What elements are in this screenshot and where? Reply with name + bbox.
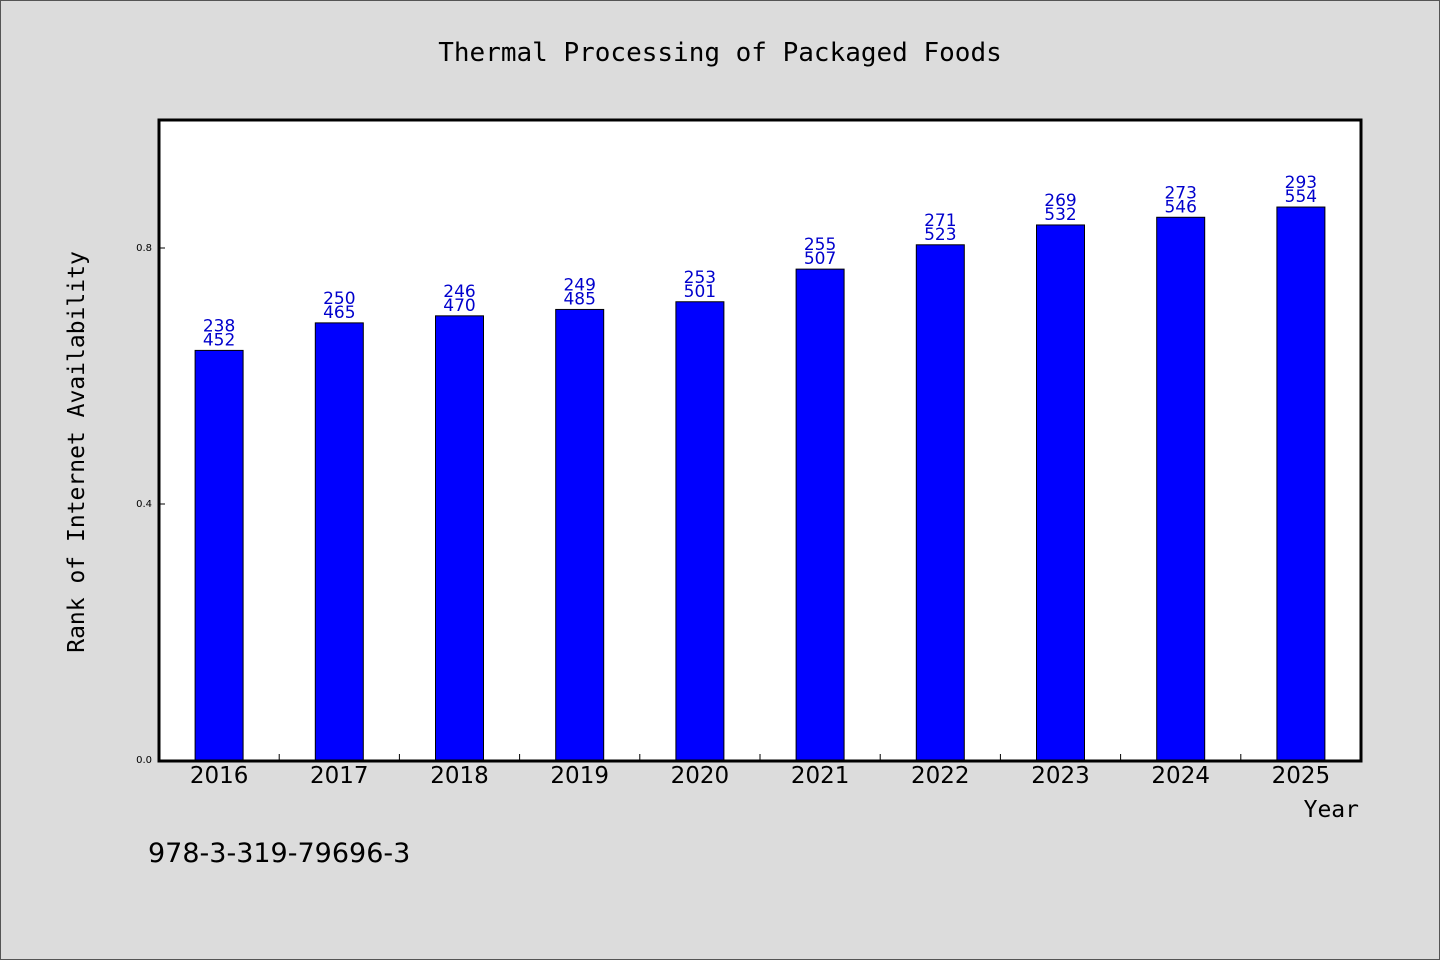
bar — [795, 268, 845, 761]
bar-label-bottom: 523 — [924, 225, 956, 245]
bar — [555, 308, 605, 761]
bar-label-top: 271 — [924, 211, 956, 231]
footer-code: 978-3-319-79696-3 — [148, 838, 410, 869]
x-axis-label: Year — [1304, 797, 1359, 823]
bar-label-bottom: 452 — [203, 330, 235, 350]
bar-label-top: 255 — [804, 235, 836, 255]
bar — [194, 349, 244, 761]
x-tick-label: 2023 — [1031, 763, 1090, 789]
bar-label-bottom: 465 — [323, 303, 355, 323]
x-tick-label: 2017 — [310, 763, 369, 789]
bar-label-top: 238 — [203, 316, 235, 336]
x-tick-label: 2025 — [1272, 763, 1331, 789]
bar — [1276, 206, 1326, 761]
bar-label-top: 293 — [1285, 173, 1317, 193]
bar-label-top: 246 — [443, 282, 475, 302]
bar — [675, 301, 725, 761]
bar-label-bottom: 546 — [1164, 197, 1196, 217]
bar — [915, 244, 965, 761]
bar-label-top: 269 — [1044, 191, 1076, 211]
x-tick-label: 2020 — [671, 763, 730, 789]
bar-label-top: 253 — [684, 268, 716, 288]
bar-label-bottom: 532 — [1044, 205, 1076, 225]
y-tick-label: 0.0 — [136, 755, 152, 766]
x-tick-label: 2022 — [911, 763, 970, 789]
bar — [1036, 224, 1085, 761]
bar-label-bottom: 554 — [1285, 187, 1317, 207]
chart-title: Thermal Processing of Packaged Foods — [438, 38, 1002, 68]
bar — [1156, 216, 1206, 761]
x-tick-label: 2016 — [190, 763, 249, 789]
bar-label-top: 249 — [563, 275, 595, 295]
bar-label-top: 273 — [1164, 183, 1196, 203]
bars-group: 2384522504652464702494852535012555072715… — [194, 173, 1326, 761]
x-ticks-group: 2016 2017 2018 2019 2020 2021 2022 2023 2024 2025 — [190, 754, 1330, 789]
x-tick-label: 2021 — [791, 763, 850, 789]
bar-label-bottom: 507 — [804, 249, 836, 269]
y-tick-label: 0.4 — [136, 499, 152, 510]
bar-label-bottom: 485 — [563, 289, 595, 309]
x-tick-label: 2019 — [550, 763, 609, 789]
bar — [435, 315, 484, 761]
bar-label-bottom: 501 — [684, 282, 716, 302]
x-tick-label: 2018 — [430, 763, 489, 789]
x-tick-label: 2024 — [1151, 763, 1210, 789]
bar-label-top: 250 — [323, 289, 355, 309]
bar — [314, 322, 364, 761]
y-tick-label: 0.8 — [136, 243, 152, 254]
y-axis-label: Rank of Internet Availability — [64, 251, 90, 653]
y-ticks-group: 0.0 0.4 0.8 — [136, 243, 165, 766]
bar-label-bottom: 470 — [443, 296, 475, 316]
